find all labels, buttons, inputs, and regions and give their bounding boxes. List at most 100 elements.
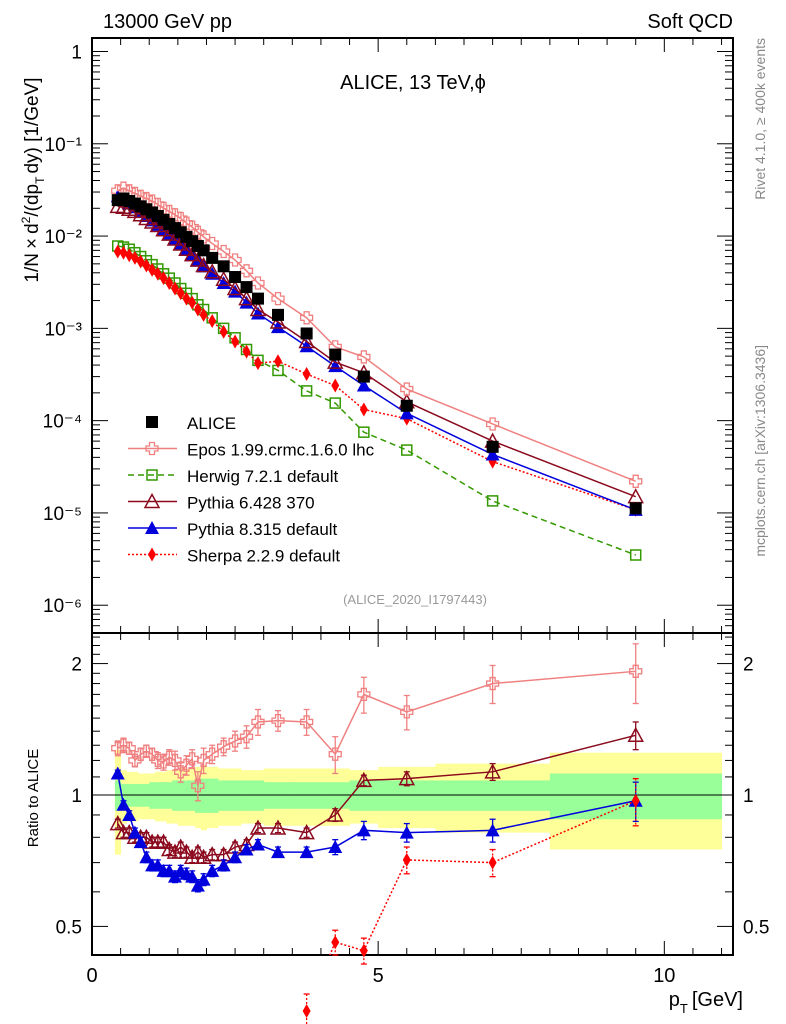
data-point-pythia [269, 313, 287, 329]
ratio-point-pythia [196, 872, 211, 886]
data-point-sherpa [125, 248, 134, 263]
data-point-sherpa [359, 402, 368, 417]
ratio-point-pythia [356, 823, 371, 837]
data-point-sherpa [176, 286, 185, 301]
ratio-y-tick-label: 1 [743, 786, 754, 807]
data-point-sherpa [242, 344, 251, 359]
ratio-point-pythia [155, 833, 172, 849]
ratio-point-sherpa [359, 943, 368, 958]
ratio-point-epos [151, 753, 165, 768]
data-point-sherpa [165, 276, 174, 291]
series-line-herwig [117, 245, 636, 556]
legend-label-pythia: Pythia 6.428 370 [187, 494, 315, 513]
ratio-point-epos [122, 741, 136, 755]
ratio-point-pythia [110, 766, 125, 780]
data-point-sherpa [199, 307, 208, 322]
ratio-point-epos [133, 747, 148, 761]
stat-uncertainty-band [240, 780, 253, 811]
ratio-point-pythia [299, 845, 314, 859]
stat-uncertainty-band [229, 780, 242, 811]
data-point-pythia [399, 406, 414, 420]
data-point-herwig [486, 495, 499, 507]
legend-marker-herwig [146, 469, 158, 481]
data-point-epos [485, 417, 500, 431]
ratio-point-epos [174, 765, 188, 779]
data-point-epos [174, 211, 188, 226]
ratio-point-epos [111, 741, 125, 755]
header-category-label: Soft QCD [647, 11, 733, 33]
data-point-epos [239, 264, 254, 278]
ratio-point-epos [485, 676, 500, 691]
data-point-sherpa [193, 302, 202, 317]
ratio-point-sherpa [302, 1004, 311, 1019]
data-point-epos [271, 291, 285, 306]
legend-marker-sherpa [148, 547, 156, 562]
ratio-point-pythia [484, 763, 501, 779]
data-point-epos [205, 236, 219, 251]
chart-title: ALICE, 13 TeV,ϕ [340, 72, 486, 94]
ratio-point-sherpa [488, 855, 497, 870]
data-point-epos [185, 220, 199, 234]
data-point-epos [629, 474, 643, 488]
ratio-point-pythia [122, 807, 137, 821]
x-tick-label: 5 [373, 965, 384, 987]
data-point-sherpa [253, 356, 262, 371]
data-point-pythia [226, 279, 244, 296]
ratio-point-pythia [162, 863, 177, 877]
data-point-pythia [238, 290, 255, 306]
ratio-point-epos [128, 753, 142, 768]
ratio-point-epos [239, 730, 254, 744]
ratio-point-epos [191, 779, 205, 793]
data-point-sherpa [188, 295, 197, 310]
data-point-pythia [203, 263, 221, 279]
stat-uncertainty-band [177, 780, 185, 811]
stat-uncertainty-band [183, 780, 190, 811]
data-point-pythia [249, 300, 267, 317]
ratio-point-epos [328, 747, 342, 761]
data-point-pythia [299, 339, 314, 353]
data-point-alice [217, 260, 230, 273]
data-point-sherpa [208, 314, 217, 329]
stat-uncertainty-band [172, 780, 179, 811]
ratio-point-pythia [485, 823, 500, 837]
stat-uncertainty-band [206, 778, 219, 813]
ratio-y-tick-label: 0.5 [56, 917, 82, 938]
data-point-sherpa [274, 354, 283, 369]
data-point-epos [251, 276, 265, 290]
mcplots-source-label: mcplots.cern.ch [arXiv:1306.3436] [752, 345, 768, 557]
ratio-point-pythia [249, 819, 267, 835]
ratio-point-pythia [228, 850, 243, 864]
ratio-frame [91, 632, 734, 956]
rivet-version-label: Rivet 4.1.0, ≥ 400k events [752, 38, 768, 200]
legend-marker-pythia [143, 492, 161, 509]
ratio-point-pythia [109, 815, 127, 831]
ratio-point-epos [179, 758, 194, 772]
ratio-point-pythia [355, 771, 373, 788]
ratio-y-tick-label: 1 [71, 786, 82, 807]
data-point-sherpa [153, 266, 162, 281]
series-layer [109, 181, 644, 1024]
ratio-point-epos [251, 715, 265, 729]
data-point-sherpa [302, 367, 311, 382]
ratio-point-sherpa [331, 935, 340, 950]
ratio-point-pythia [250, 837, 265, 851]
data-point-pythia [183, 246, 201, 262]
data-point-pythia [166, 230, 184, 246]
data-point-pythia [271, 320, 286, 334]
analysis-id-label: (ALICE_2020_I1797443) [343, 592, 487, 607]
stat-uncertainty-band [435, 780, 551, 811]
x-axis-label: pT [GeV] [669, 989, 743, 1016]
y-tick-label: 10⁻⁵ [43, 504, 82, 525]
data-point-epos [228, 253, 242, 267]
ratio-point-pythia [203, 846, 221, 862]
ratio-point-pythia [133, 835, 148, 849]
data-point-pythia [239, 295, 254, 309]
ratio-point-epos [168, 753, 182, 768]
data-point-sherpa [182, 291, 191, 306]
ratio-point-pythia [328, 840, 343, 854]
legend-label-herwig: Herwig 7.2.1 default [187, 467, 338, 486]
ratio-point-epos [216, 740, 231, 754]
data-point-epos [299, 311, 314, 325]
